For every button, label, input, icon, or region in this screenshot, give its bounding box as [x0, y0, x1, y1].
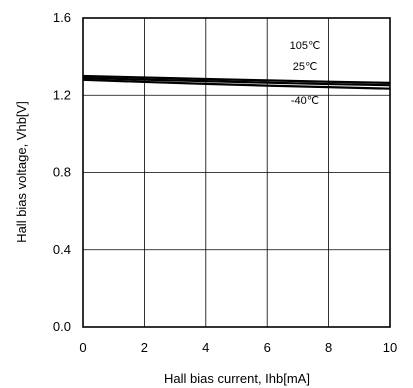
series-line [82, 76, 391, 87]
x-tick-label: 0 [79, 340, 86, 355]
x-axis-label: Hall bias current, Ihb[mA] [164, 371, 310, 386]
series-labels: 105℃ 25℃ -40℃ [290, 40, 321, 107]
series-label: -40℃ [291, 95, 319, 107]
x-tick-label: 8 [325, 340, 332, 355]
y-axis-label: Hall bias voltage, Vhb[V] [14, 101, 29, 243]
series-label: 105℃ [290, 40, 321, 52]
x-tick-label: 10 [383, 340, 397, 355]
grid [82, 17, 391, 328]
series-lines [82, 74, 391, 90]
x-tick-labels: 0 2 4 6 8 10 [79, 340, 397, 355]
y-tick-labels: 0.0 0.4 0.8 1.2 1.6 [53, 10, 71, 334]
y-tick-label: 1.6 [53, 10, 71, 25]
plot-frame [82, 17, 391, 328]
x-tick-label: 2 [141, 340, 148, 355]
y-tick-label: 0.8 [53, 165, 71, 180]
series-label: 25℃ [293, 61, 318, 73]
x-tick-label: 4 [202, 340, 209, 355]
y-tick-label: 0.4 [53, 242, 71, 257]
series-line [82, 78, 391, 90]
x-tick-label: 6 [264, 340, 271, 355]
series-line [82, 74, 391, 84]
y-tick-label: 1.2 [53, 87, 71, 102]
y-tick-label: 0.0 [53, 319, 71, 334]
